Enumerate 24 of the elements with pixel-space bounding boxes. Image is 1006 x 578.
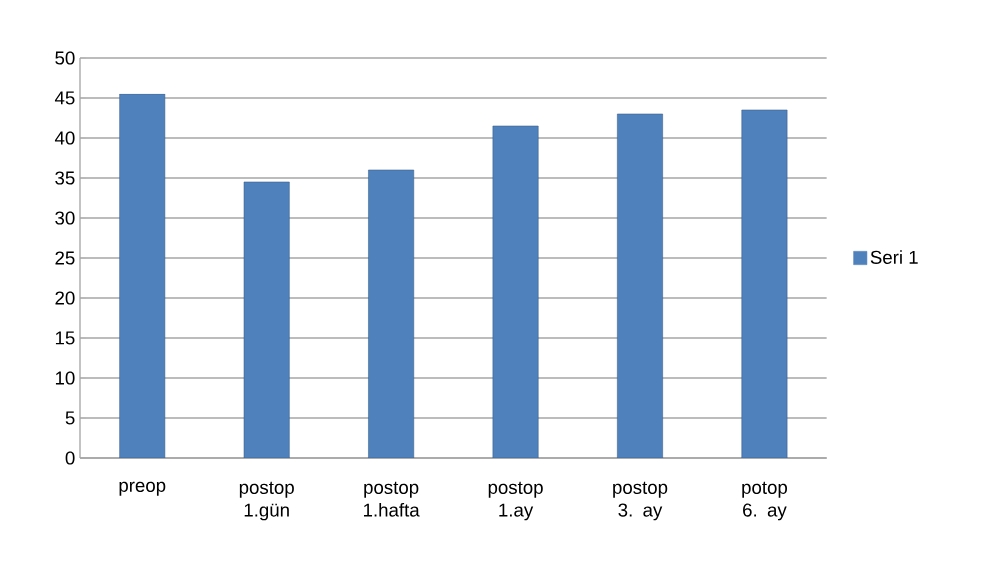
y-tick-label: 5 bbox=[65, 411, 75, 425]
y-tick-label: 50 bbox=[55, 51, 75, 65]
y-tick-label: 25 bbox=[55, 251, 75, 265]
x-tick-label: postop 1.ay bbox=[488, 481, 543, 521]
x-tick-label: preop bbox=[119, 481, 166, 496]
bar bbox=[119, 93, 166, 458]
y-tick-label: 0 bbox=[65, 451, 75, 465]
bar bbox=[741, 109, 788, 458]
y-tick-label: 30 bbox=[55, 211, 75, 225]
legend-label: Seri 1 bbox=[870, 250, 918, 264]
x-tick-label: potop 6. ay bbox=[742, 481, 788, 521]
y-tick-label: 15 bbox=[55, 331, 75, 345]
bar bbox=[492, 125, 539, 458]
bar bbox=[617, 113, 663, 458]
x-tick-label: postop 3. ay bbox=[613, 481, 668, 521]
x-tick-label: postop 1.hafta bbox=[363, 481, 420, 517]
y-tick-label: 20 bbox=[55, 291, 75, 305]
y-tick-label: 40 bbox=[54, 131, 75, 145]
y-tick-label: 10 bbox=[55, 371, 75, 385]
y-tick-label: 35 bbox=[55, 171, 75, 185]
bar bbox=[368, 169, 415, 458]
y-tick-label: 45 bbox=[54, 91, 75, 105]
x-tick-label: postop 1.gün bbox=[239, 481, 294, 521]
bar bbox=[243, 181, 290, 458]
